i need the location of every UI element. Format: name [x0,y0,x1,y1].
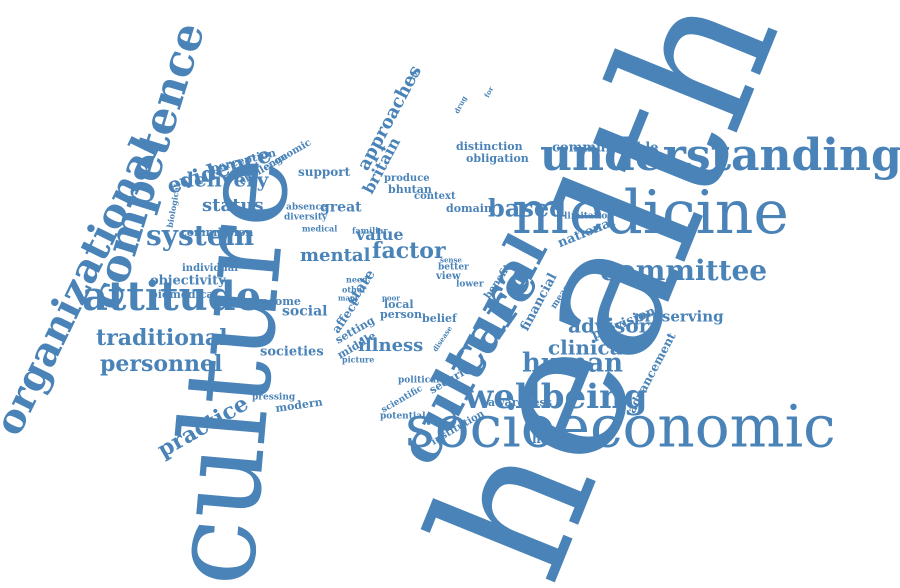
word-attitude: attitude [82,273,262,321]
word-context: context [414,190,456,202]
word-bhutan: bhutan [388,182,432,196]
word-drug: drug [452,94,469,116]
word-clinical: clinical [548,335,631,360]
word-political: political [398,375,440,386]
word-great: great [320,199,362,216]
word-advisory: advisory [568,313,661,338]
word-delivery: delivery [180,167,269,192]
word-human: human [522,348,624,379]
word-mental: mental [300,245,371,267]
word-absence: absence [286,202,327,213]
word-domain: domain [446,201,492,215]
word-socioeconomic: socioeconomic [405,392,836,461]
word-preserving: preserving [634,307,724,326]
word-belief: belief [422,311,457,325]
word-distinction: distinction [456,139,523,153]
word-limitation: limitation [564,211,614,222]
word-individual: individual [182,262,239,274]
word-lower: lower [456,279,484,290]
word-potential: potential [380,411,426,422]
word-biomedical: biomedical [150,287,218,301]
word-societies: societies [260,344,324,360]
word-communicable: communicable [552,140,659,156]
word-poor: poor [382,293,400,303]
word-value: value [356,224,404,244]
word-happiness: happiness [532,432,600,447]
word-medicine: medicine [512,177,789,248]
word-need: need [346,274,368,285]
word-system: system [146,219,255,253]
word-income: income [256,294,301,308]
word-diversity: diversity [284,212,328,223]
word-personnel: personnel [100,350,223,377]
word-support: support [298,165,351,180]
word-awareness: awareness [488,395,552,409]
word-produce: produce [384,172,430,184]
word-traditional: traditional [96,324,228,351]
word-understanding: understanding [540,129,900,181]
word-picture: picture [342,354,375,365]
word-familiar: familiar [352,225,388,236]
word-for: for [482,84,496,100]
word-based: based [488,193,566,223]
word-medical: medical [302,223,338,234]
word-social: social [282,303,328,320]
word-obligation: obligation [466,151,529,165]
word-wellbeing: wellbeing [464,377,648,418]
word-objectivity: objectivity [150,273,226,289]
word-many: many [338,293,360,303]
word-view: view [436,270,461,282]
word-pressing: pressing [252,392,296,403]
word-other: other [342,284,367,295]
word-factor: factor [372,237,446,264]
word-committee: committee [600,254,768,288]
word-local: local [384,297,414,311]
word-commission: commission [180,225,254,239]
word-person: person [380,307,423,321]
word-status: status [202,195,264,217]
word-illness: illness [358,335,424,357]
word-better: better [438,262,469,273]
word-sense: sense [440,255,462,265]
